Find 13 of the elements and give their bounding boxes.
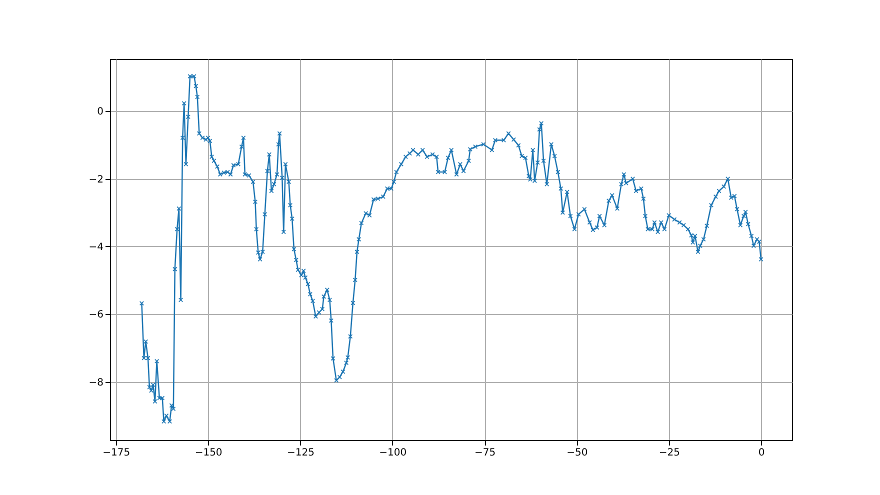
y-tick-label: −6: [88, 310, 104, 321]
y-tick-label: 0: [97, 106, 104, 118]
x-tick-label: −75: [474, 448, 496, 458]
y-tick-label: −8: [88, 377, 104, 388]
x-tick-label: −50: [566, 448, 588, 458]
x-tick-label: −125: [286, 448, 314, 458]
x-tick-label: −175: [102, 448, 130, 458]
y-tick-label: −2: [88, 174, 104, 186]
x-tick-label: −25: [658, 448, 680, 458]
x-tick-label: −100: [379, 448, 407, 458]
x-tick-label: 0: [758, 448, 765, 458]
x-tick-label: −150: [194, 448, 222, 458]
y-tick-label: −4: [88, 242, 104, 253]
